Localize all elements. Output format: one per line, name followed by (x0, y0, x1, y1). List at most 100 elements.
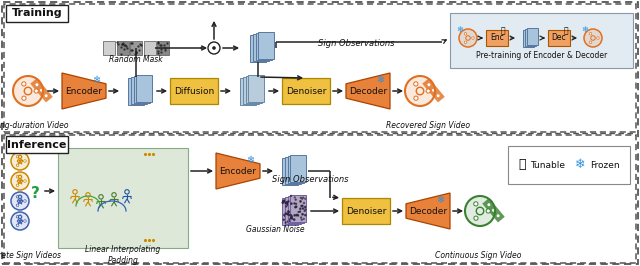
Point (284, 210, 294, 215)
Point (291, 213, 301, 217)
Point (279, 213, 289, 217)
Text: Linear Interpolating
Padding: Linear Interpolating Padding (85, 245, 161, 265)
FancyBboxPatch shape (243, 77, 259, 104)
Point (291, 200, 301, 205)
Point (281, 202, 291, 206)
Point (288, 215, 298, 220)
Point (291, 202, 301, 206)
Circle shape (428, 83, 430, 86)
Point (116, 52, 126, 56)
Point (287, 197, 298, 201)
Point (293, 202, 303, 206)
Point (294, 211, 305, 216)
Point (289, 208, 299, 212)
Point (278, 201, 288, 205)
Point (295, 209, 305, 213)
Text: ❄: ❄ (376, 75, 384, 85)
FancyBboxPatch shape (246, 76, 262, 103)
Point (287, 219, 297, 223)
Point (125, 41, 136, 45)
Circle shape (16, 196, 19, 198)
Point (296, 218, 307, 222)
Point (291, 219, 301, 223)
Point (280, 214, 291, 218)
Point (298, 196, 308, 200)
FancyBboxPatch shape (157, 41, 169, 55)
Point (285, 218, 295, 222)
FancyBboxPatch shape (291, 195, 307, 222)
Point (285, 214, 295, 218)
FancyBboxPatch shape (282, 197, 298, 225)
Point (159, 43, 169, 47)
Circle shape (16, 224, 19, 227)
Point (280, 201, 291, 205)
Point (287, 218, 298, 222)
Text: Decoder: Decoder (349, 86, 387, 95)
FancyBboxPatch shape (525, 29, 536, 46)
Circle shape (22, 96, 26, 100)
Point (287, 217, 297, 221)
FancyBboxPatch shape (548, 30, 570, 46)
Point (280, 198, 290, 203)
Point (295, 207, 305, 211)
Polygon shape (216, 153, 260, 189)
FancyBboxPatch shape (285, 157, 301, 184)
Text: Decoder: Decoder (409, 206, 447, 215)
Point (131, 50, 141, 55)
Circle shape (35, 83, 38, 86)
Circle shape (465, 196, 495, 226)
Point (283, 209, 293, 214)
Circle shape (492, 209, 495, 212)
Text: ❄: ❄ (456, 24, 463, 34)
Point (285, 213, 295, 217)
Polygon shape (406, 193, 450, 229)
FancyBboxPatch shape (450, 13, 633, 68)
Text: Sign Observations: Sign Observations (318, 39, 394, 48)
Point (283, 219, 293, 224)
FancyBboxPatch shape (287, 196, 303, 223)
Point (298, 206, 308, 211)
FancyBboxPatch shape (285, 197, 301, 224)
FancyBboxPatch shape (143, 41, 156, 55)
Point (296, 204, 307, 208)
Point (297, 209, 307, 213)
FancyBboxPatch shape (6, 5, 68, 22)
Point (283, 212, 293, 217)
Point (282, 201, 292, 205)
Point (292, 201, 302, 205)
Point (287, 212, 298, 216)
Point (282, 221, 292, 225)
Point (292, 213, 303, 217)
Circle shape (474, 202, 478, 206)
Text: Inference: Inference (7, 139, 67, 149)
FancyBboxPatch shape (259, 32, 275, 59)
Point (283, 208, 293, 212)
Point (125, 48, 136, 52)
Point (298, 204, 308, 208)
Point (292, 219, 302, 224)
Point (283, 202, 293, 206)
Point (300, 213, 310, 217)
Point (294, 209, 305, 214)
FancyBboxPatch shape (253, 34, 269, 61)
Point (290, 207, 300, 211)
Circle shape (16, 176, 19, 178)
Point (118, 41, 128, 45)
FancyBboxPatch shape (282, 157, 298, 185)
Point (296, 208, 307, 213)
Point (136, 43, 146, 47)
Point (127, 41, 138, 45)
FancyBboxPatch shape (103, 41, 115, 55)
Point (135, 42, 145, 46)
Point (291, 213, 301, 217)
Text: Continuous Sign Video: Continuous Sign Video (435, 251, 521, 260)
FancyBboxPatch shape (4, 135, 636, 263)
Point (285, 219, 296, 223)
Text: 🔥: 🔥 (500, 27, 506, 35)
Text: Tunable: Tunable (530, 160, 565, 169)
Text: ?: ? (31, 186, 40, 202)
Point (292, 202, 302, 206)
Polygon shape (422, 78, 444, 102)
Text: Denoiser: Denoiser (346, 206, 386, 215)
Point (282, 203, 292, 207)
